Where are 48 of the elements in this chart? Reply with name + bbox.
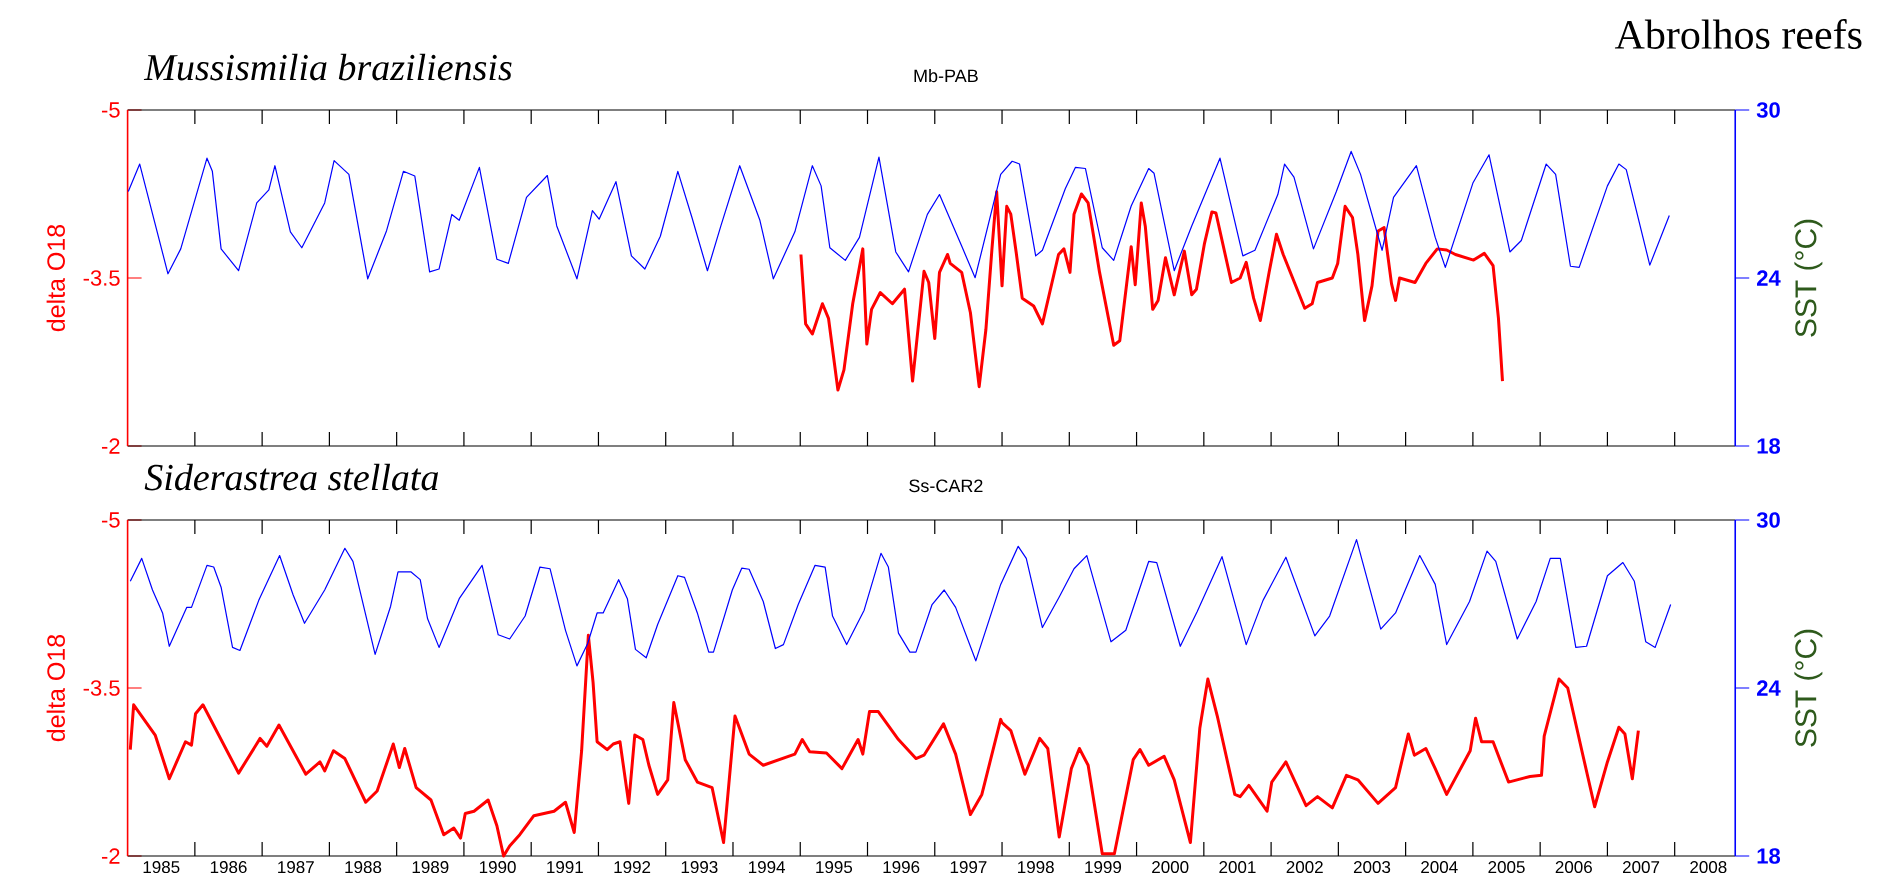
x-tick-label: 1998 <box>1018 861 1054 874</box>
x-tick-label: 1999 <box>1085 861 1122 874</box>
chart-subtitle: Ss-CAR2 <box>909 479 983 493</box>
chart-title: Siderastrea stellata <box>144 463 439 491</box>
x-tick-label: 2000 <box>1152 861 1189 874</box>
y2-axis-title: SST (°C) <box>1794 629 1823 747</box>
y2-tick-label: 30 <box>1756 512 1780 528</box>
x-tick-label: 2002 <box>1286 861 1323 874</box>
y-tick-label: -3.5 <box>83 270 120 286</box>
x-tick-label: 2001 <box>1219 861 1256 874</box>
x-tick-label: 1986 <box>210 861 247 874</box>
x-tick-label: 1991 <box>547 861 583 874</box>
y-tick-label: -5 <box>101 512 120 528</box>
x-tick-label: 1997 <box>950 861 987 874</box>
x-tick-label: 1990 <box>479 861 516 874</box>
x-tick-label: 2003 <box>1353 861 1391 874</box>
x-tick-label: 2005 <box>1488 861 1525 874</box>
y-tick-label: -2 <box>101 438 120 454</box>
y-axis-title: delta O18 <box>46 224 65 332</box>
chart-subtitle: Mb-PAB <box>914 68 978 83</box>
text: Abrolhos reefs <box>1614 19 1862 50</box>
y2-tick-label: 24 <box>1757 680 1781 696</box>
x-tick-label: 1987 <box>278 861 314 874</box>
y2-tick-label: 30 <box>1756 102 1780 118</box>
x-tick-label: 1993 <box>681 861 718 874</box>
x-tick-label: 1985 <box>143 861 180 874</box>
x-tick-label: 1995 <box>816 861 853 874</box>
x-tick-label: 2007 <box>1622 861 1660 874</box>
x-tick-label: 1994 <box>748 861 786 874</box>
x-tick-label: 2008 <box>1690 861 1727 874</box>
x-tick-label: 1992 <box>614 861 651 874</box>
y2-tick-label: 18 <box>1757 848 1781 864</box>
y-tick-label: -2 <box>101 848 120 864</box>
line-series <box>799 190 1504 392</box>
y-tick-label: -5 <box>101 102 120 118</box>
x-tick-label: 1988 <box>345 861 382 874</box>
x-tick-label: 2004 <box>1421 861 1458 874</box>
y2-tick-label: 24 <box>1757 270 1781 286</box>
x-tick-label: 1996 <box>883 861 920 874</box>
line-series <box>129 538 1672 667</box>
y-axis-title: delta O18 <box>46 634 65 742</box>
y2-tick-label: 18 <box>1757 438 1781 454</box>
x-tick-label: 1989 <box>412 861 449 874</box>
chart-title: Mussismilia braziliensis <box>143 53 512 81</box>
y-tick-label: -3.5 <box>83 680 120 696</box>
y2-axis-title: SST (°C) <box>1794 219 1823 337</box>
line-series <box>127 150 1670 280</box>
x-tick-label: 2006 <box>1555 861 1592 874</box>
